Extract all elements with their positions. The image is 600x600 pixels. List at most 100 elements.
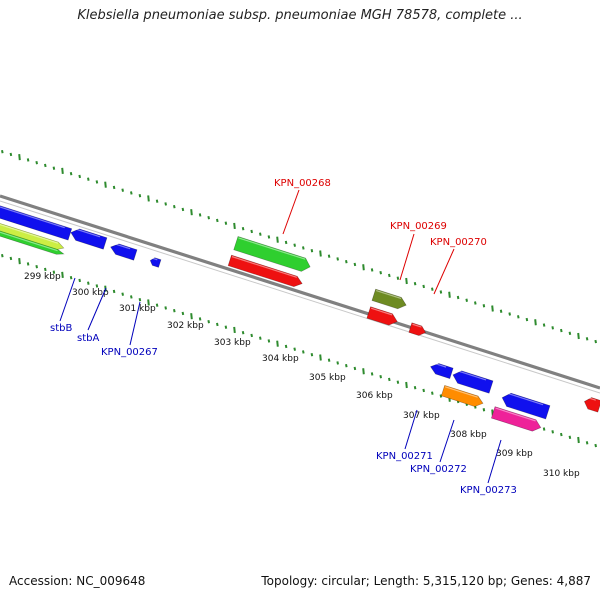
upper-ruler-tick — [78, 174, 81, 179]
gene-label[interactable]: KPN_00271 — [376, 451, 433, 462]
blue-feature[interactable] — [429, 361, 454, 379]
upper-ruler-tick — [362, 264, 365, 271]
blue-feature[interactable] — [451, 369, 494, 394]
blue-feature[interactable] — [500, 391, 551, 420]
lower-ruler-tick — [267, 339, 271, 343]
orange-feature[interactable] — [440, 384, 484, 408]
lower-ruler-tick — [87, 281, 90, 285]
blue-feature[interactable] — [69, 227, 108, 250]
green-feature[interactable] — [233, 236, 313, 273]
upper-ruler-tick — [259, 232, 262, 236]
lower-ruler-tick — [542, 427, 546, 431]
upper-ruler-tick — [198, 213, 202, 217]
red-feature[interactable] — [227, 254, 304, 289]
gene-label[interactable]: KPN_00272 — [410, 464, 467, 475]
upper-ruler-tick — [18, 154, 21, 161]
upper-ruler-tick — [87, 177, 90, 181]
gene-label[interactable]: KPN_00268 — [274, 178, 331, 189]
lower-ruler-tick — [241, 330, 245, 335]
leader-line — [129, 301, 141, 346]
upper-ruler-tick — [431, 287, 434, 291]
leader-line — [59, 277, 76, 322]
upper-ruler-tick — [138, 193, 142, 198]
leader-line — [404, 409, 418, 450]
pink-feature[interactable] — [490, 406, 542, 434]
tick-label: 304 kbp — [262, 354, 299, 364]
lower-ruler-tick — [585, 441, 589, 445]
upper-ruler-tick — [560, 328, 563, 333]
lower-ruler-tick — [259, 336, 262, 340]
lower-ruler-tick — [35, 264, 38, 269]
upper-ruler-tick — [525, 317, 529, 322]
gene-label[interactable]: stbA — [77, 333, 99, 344]
upper-ruler-tick — [121, 188, 124, 192]
upper-ruler-tick — [241, 226, 245, 231]
gene-label[interactable]: KPN_00270 — [430, 237, 487, 248]
lower-ruler-tick — [78, 278, 81, 283]
red-feature[interactable] — [408, 322, 427, 337]
tick-label: 310 kbp — [543, 469, 580, 479]
upper-ruler-tick — [594, 339, 597, 344]
lower-ruler-tick — [155, 303, 159, 307]
upper-ruler-tick — [61, 167, 64, 175]
leader-line — [282, 189, 300, 235]
lower-ruler-tick — [164, 306, 167, 310]
lower-ruler-tick — [9, 256, 13, 261]
blue-feature[interactable] — [0, 202, 73, 241]
lower-ruler-tick — [413, 386, 417, 390]
upper-ruler-tick — [69, 171, 73, 176]
red-feature[interactable] — [366, 306, 399, 328]
gene-label[interactable]: stbB — [50, 323, 72, 334]
upper-ruler-tick — [474, 301, 477, 305]
map-title: Klebsiella pneumoniae subsp. pneumoniae … — [77, 8, 523, 23]
lower-ruler-tick — [181, 311, 185, 316]
lower-ruler-tick — [293, 347, 296, 351]
upper-ruler-tick — [439, 290, 443, 294]
blue-feature[interactable] — [149, 257, 162, 268]
lower-ruler-tick — [276, 340, 279, 347]
red-feature[interactable] — [583, 396, 600, 413]
tick-label: 301 kbp — [119, 304, 156, 314]
tick-label: 305 kbp — [309, 373, 346, 383]
gene-label[interactable]: KPN_00273 — [460, 485, 517, 496]
green-feature[interactable] — [0, 223, 65, 257]
upper-ruler-tick — [276, 236, 279, 243]
lower-ruler-tick — [44, 267, 47, 272]
upper-ruler-tick — [35, 160, 38, 165]
olive-feature[interactable] — [371, 288, 408, 311]
upper-ruler-tick — [147, 195, 150, 202]
upper-ruler-tick — [517, 315, 520, 319]
leader-line — [87, 287, 107, 331]
lower-ruler-tick — [422, 388, 425, 393]
lower-ruler-tick — [284, 344, 288, 349]
upper-ruler-tick — [456, 295, 460, 300]
lower-ruler-tick — [405, 381, 408, 389]
upper-ruler-tick — [319, 250, 322, 257]
upper-ruler-tick — [585, 337, 589, 341]
lower-ruler-tick — [207, 319, 210, 324]
lower-ruler-tick — [52, 270, 56, 274]
backbone-shadow — [0, 200, 600, 394]
lower-ruler-tick — [18, 258, 21, 265]
upper-ruler-tick — [233, 222, 236, 230]
upper-ruler-tick — [508, 312, 511, 316]
lower-ruler-tick — [121, 292, 124, 296]
tick-label: 306 kbp — [356, 391, 393, 401]
upper-ruler-tick — [44, 163, 47, 168]
upper-ruler-tick — [207, 215, 210, 220]
tick-label: 300 kbp — [72, 288, 109, 298]
gene-label[interactable]: KPN_00269 — [390, 221, 447, 232]
blue-feature[interactable] — [109, 242, 138, 261]
lower-ruler-tick — [594, 443, 597, 448]
lower-ruler-tick — [388, 377, 391, 382]
leader-line — [487, 439, 502, 484]
tick-label: 303 kbp — [214, 338, 251, 348]
lower-ruler-tick — [353, 366, 357, 371]
leader-line — [439, 419, 455, 463]
lower-ruler-tick — [61, 271, 64, 279]
upper-ruler-tick — [216, 218, 219, 223]
lower-ruler-tick — [138, 297, 142, 302]
lime-feature[interactable] — [0, 215, 65, 252]
gene-label[interactable]: KPN_00267 — [101, 347, 158, 358]
